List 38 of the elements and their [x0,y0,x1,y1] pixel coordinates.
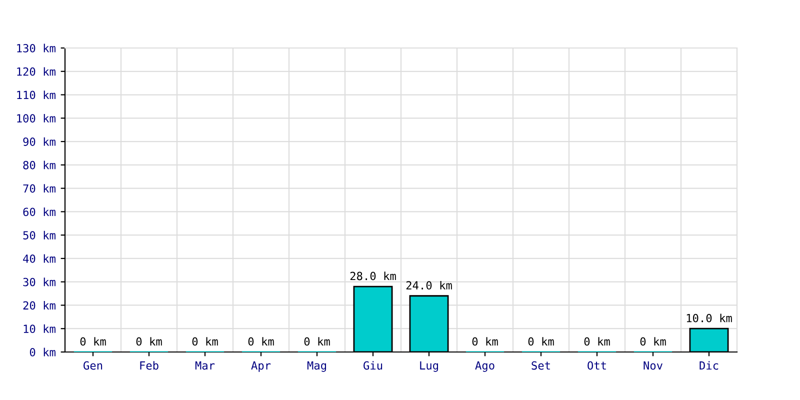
x-tick-label: Apr [251,361,271,372]
data-label: 24.0 km [406,280,452,290]
y-tick-label: 70 km [23,184,56,193]
y-tick-label: 50 km [23,230,56,240]
y-tick-label: 40 km [23,254,56,263]
x-tick-label: Nov [644,361,662,370]
y-tick-label: 100 km [17,114,56,123]
data-label: 0 km [472,337,498,346]
x-tick-label: Mar [195,361,215,370]
data-label: 0 km [80,337,106,346]
y-tick-label: 0 km [30,348,56,356]
data-label: 0 km [304,337,330,346]
x-tick-label: Ott [588,361,606,370]
data-label: 0 km [136,337,162,346]
data-label: 28.0 km [350,272,396,280]
y-tick-label: 10 km [24,324,56,334]
y-tick-label: 90 km [23,137,56,146]
y-tick-label: 60 km [23,208,56,216]
y-tick-label: 130 km [17,44,56,52]
data-label: 0 km [584,337,610,346]
y-tick-label: 80 km [23,160,56,170]
data-label: 0 km [192,337,218,346]
x-tick-label: Giu [364,361,382,370]
x-tick-label: Lug [420,361,438,372]
data-label: 0 km [528,337,554,346]
x-tick-label: Ago [475,361,494,372]
x-tick-label: Set [532,361,550,370]
x-tick-label: Dic [700,361,718,370]
data-label: 0 km [640,337,666,346]
x-tick-label: Gen [84,361,102,370]
y-tick-label: 120 km [17,67,56,76]
y-tick-label: 20 km [23,301,56,310]
data-label: 10.0 km [686,314,732,322]
y-tick-label: 110 km [17,90,56,100]
x-tick-label: Feb [140,361,158,370]
data-label: 0 km [248,337,274,346]
x-tick-label: Mag [307,361,326,372]
y-tick-label: 30 km [23,278,56,286]
